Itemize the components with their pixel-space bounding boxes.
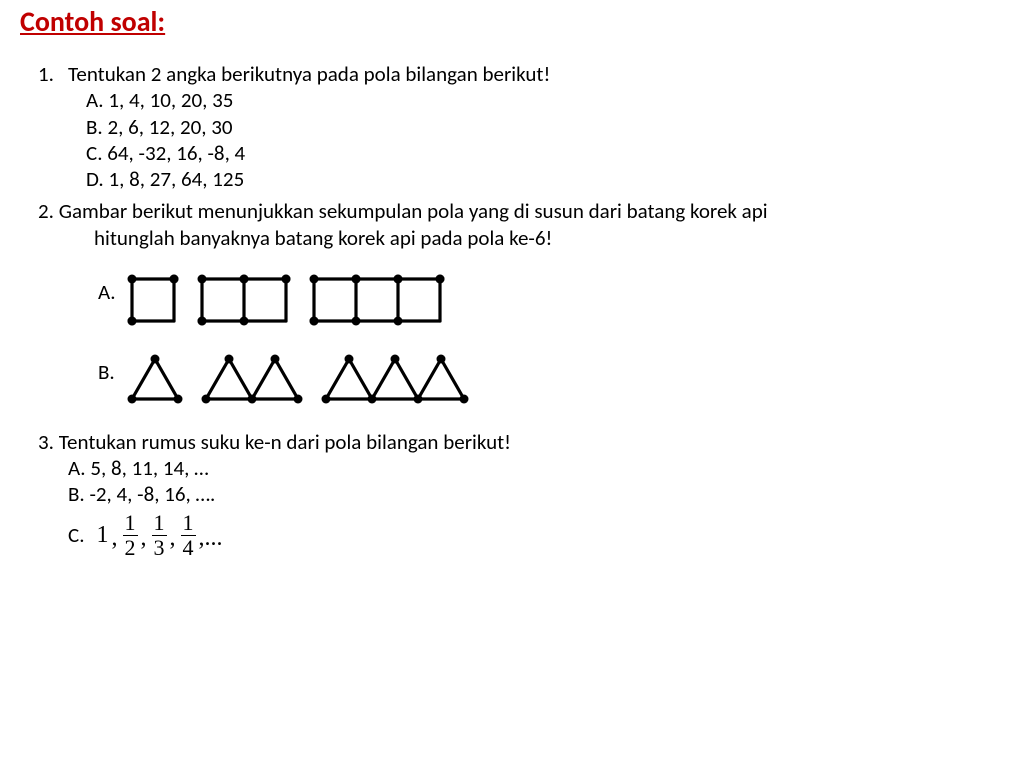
- pattern-row-b: B.: [98, 353, 1004, 407]
- q2-line2: hitunglah banyaknya batang korek api pad…: [94, 225, 1004, 251]
- matchstick-pattern-b: [126, 353, 546, 407]
- page-title: Contoh soal:: [20, 4, 1004, 39]
- q1-stem: Tentukan 2 angka berikutnya pada pola bi…: [68, 61, 550, 87]
- q3-option-b: B. -2, 4, -8, 16, ….: [68, 481, 1004, 507]
- q3-line1: 3. Tentukan rumus suku ke-n dari pola bi…: [38, 429, 1004, 455]
- fraction-sequence: 1, 12, 13, 14 ,...: [95, 512, 226, 559]
- q1-number: 1.: [38, 61, 68, 87]
- q1-option-d: D. 1, 8, 27, 64, 125: [86, 166, 1004, 192]
- question-1: 1.Tentukan 2 angka berikutnya pada pola …: [38, 61, 1004, 192]
- q2-line1: 2. Gambar berikut menunjukkan sekumpulan…: [38, 198, 1004, 224]
- q1-option-c: C. 64, -32, 16, -8, 4: [86, 140, 1004, 166]
- q3-c-label: C.: [68, 522, 85, 548]
- question-3: 3. Tentukan rumus suku ke-n dari pola bi…: [38, 429, 1004, 559]
- pattern-a-label: A.: [98, 279, 126, 305]
- q1-option-b: B. 2, 6, 12, 20, 30: [86, 114, 1004, 140]
- question-2: 2. Gambar berikut menunjukkan sekumpulan…: [38, 198, 1004, 251]
- pattern-row-a: A.: [98, 273, 1004, 331]
- q3-option-a: A. 5, 8, 11, 14, …: [68, 455, 1004, 481]
- matchstick-pattern-a: [126, 273, 546, 331]
- q3-option-c: C. 1, 12, 13, 14 ,...: [68, 512, 1004, 559]
- q1-option-a: A. 1, 4, 10, 20, 35: [86, 87, 1004, 113]
- pattern-b-label: B.: [98, 359, 126, 385]
